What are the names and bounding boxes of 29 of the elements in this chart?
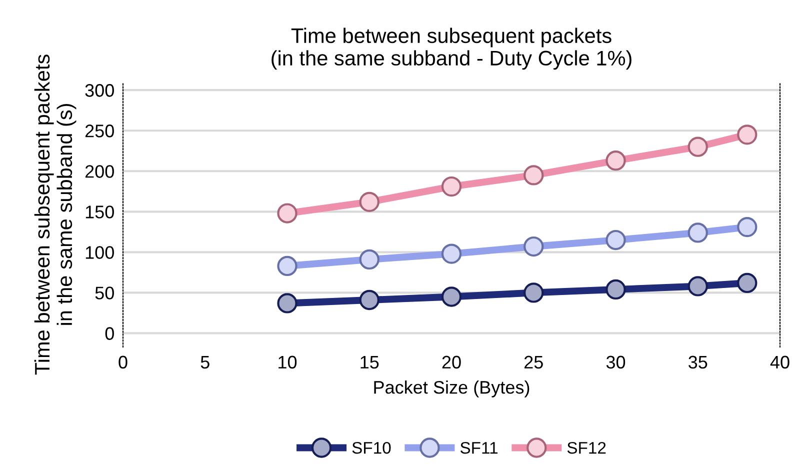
x-tick-label: 20: [442, 356, 461, 369]
point: [277, 293, 298, 314]
point: [441, 286, 462, 307]
y-axis-title: Time between subsequent packets in the same subband (s): [34, 54, 76, 375]
y-tick-label: 150: [86, 206, 114, 218]
y-tick-label: 50: [95, 286, 114, 300]
point: [524, 282, 544, 303]
chart-title: Time between subsequent packets (in the same subband - Duty Cycle 1%): [272, 28, 632, 70]
point: [606, 279, 626, 300]
point: [359, 290, 380, 310]
x-tick-label: 0: [118, 356, 128, 369]
x-tick-label: 15: [360, 356, 379, 369]
y-tick-label: 300: [85, 84, 114, 97]
x-tick-label: 10: [278, 356, 297, 369]
y-tick-label: 250: [85, 124, 114, 138]
x-tick-label: 40: [770, 356, 790, 369]
y-tick-label: 200: [85, 165, 114, 178]
legend-label: SF12: [567, 442, 606, 454]
x-tick-label: 25: [524, 356, 543, 369]
x-tick-label: 5: [200, 356, 210, 369]
y-tick-label: 0: [105, 327, 114, 340]
x-axis-title: Packet Size (Bytes): [374, 380, 530, 398]
x-tick-label: 35: [688, 356, 708, 369]
x-tick-label: 30: [606, 356, 626, 369]
y-tick-label: 100: [86, 246, 114, 259]
legend-label: SF10: [352, 442, 391, 454]
point: [688, 276, 708, 296]
legend-label: SF11: [460, 442, 498, 454]
point: [737, 272, 758, 294]
